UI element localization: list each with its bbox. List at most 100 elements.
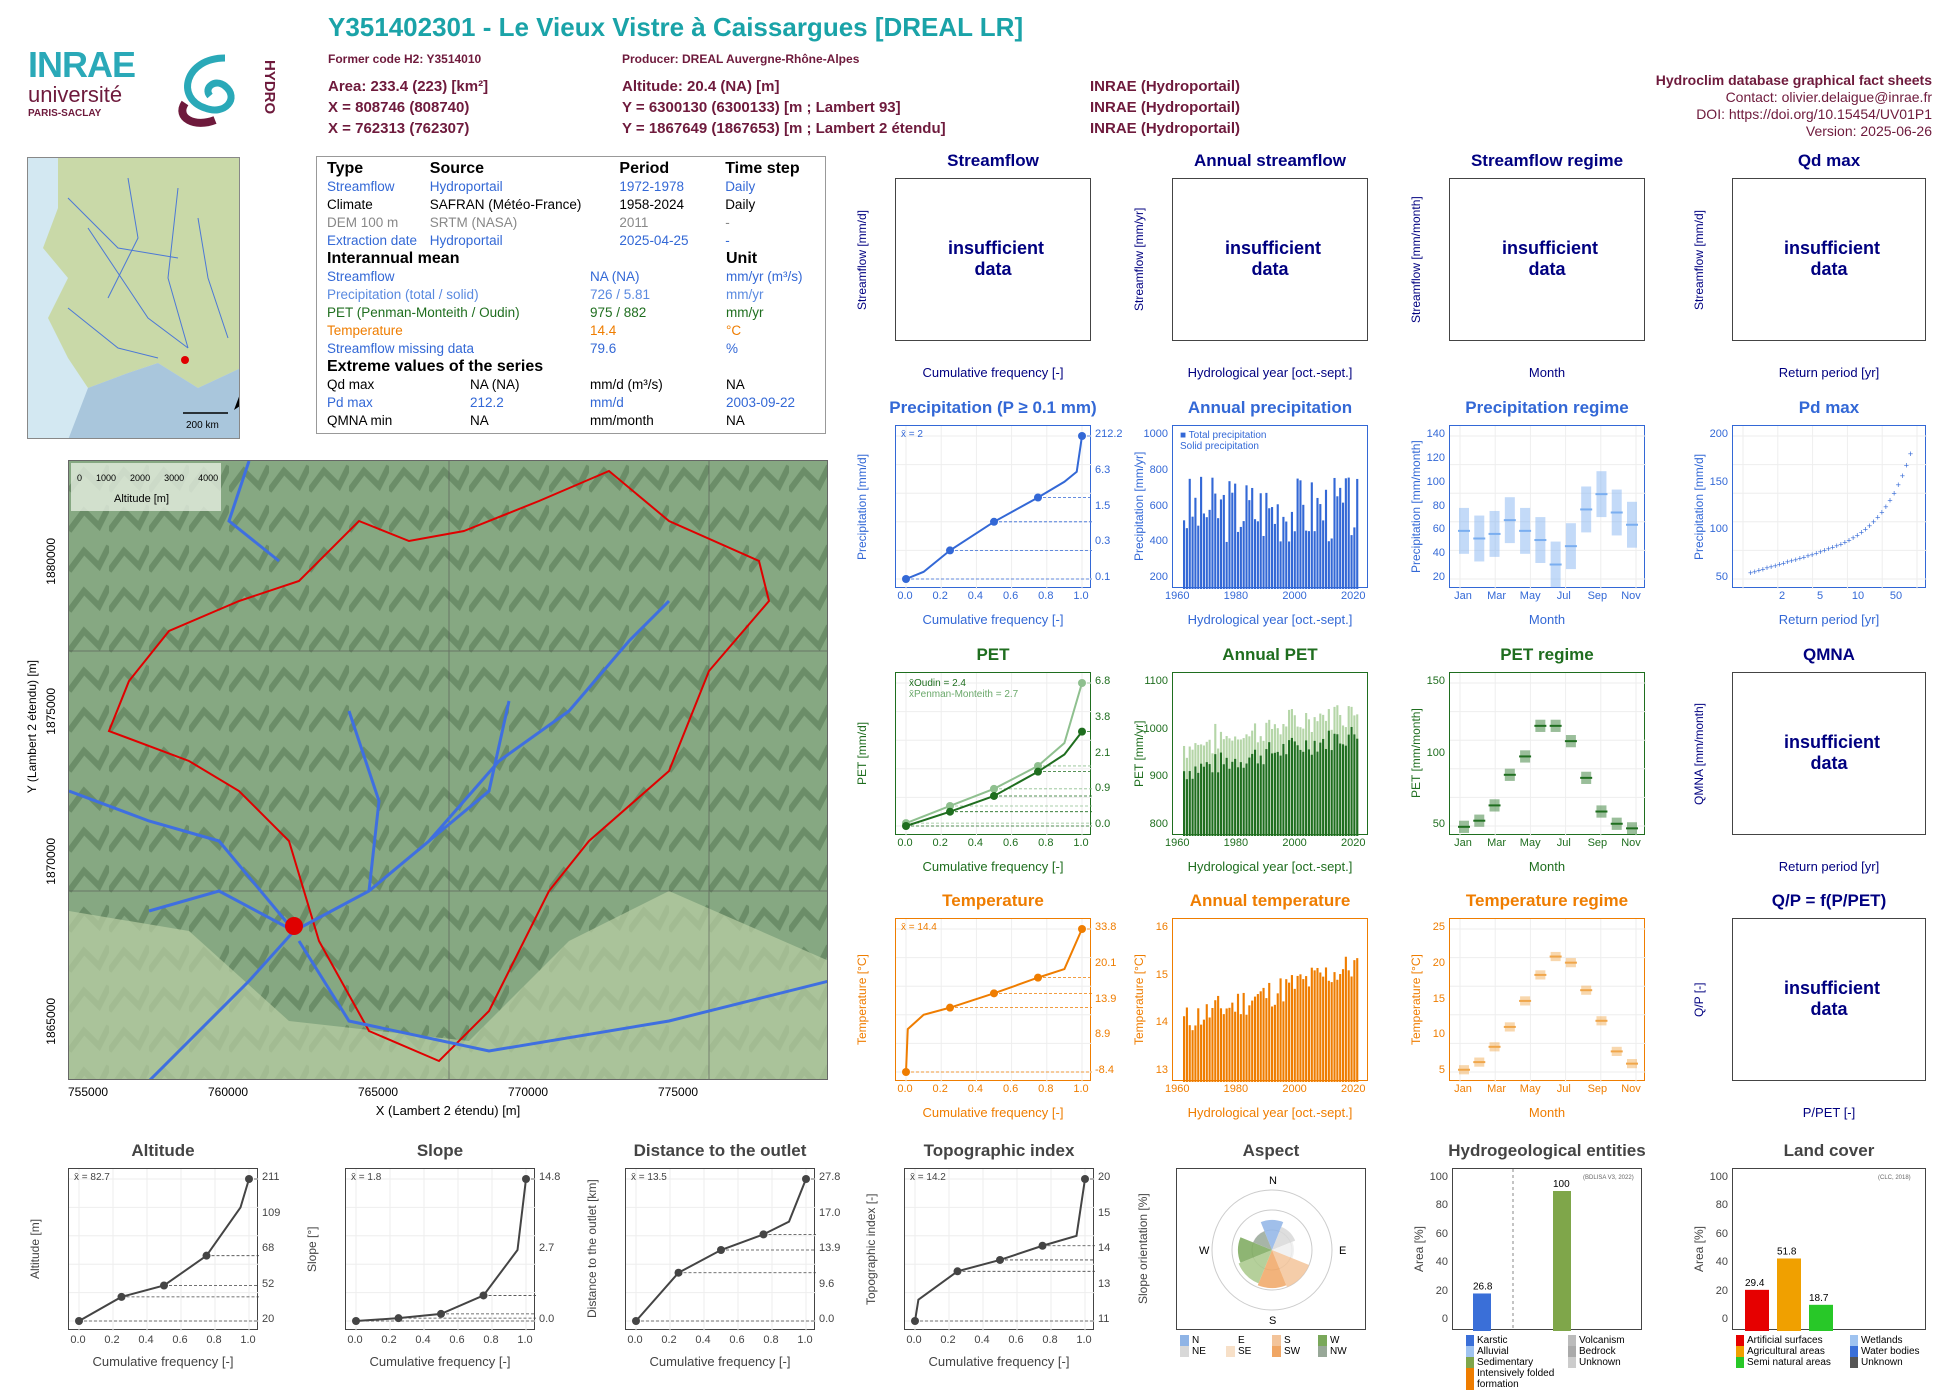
y-tick-label: 25 [1432,921,1445,933]
x-tick-label: 0.4 [974,1334,990,1346]
x-tick-label: 1.0 [797,1334,813,1346]
y-tick-label: 100 [1429,1171,1448,1183]
topo-ylabel: Topographic index [-] [864,1193,878,1305]
y-tick-label: 0.1 [1095,571,1111,583]
y-tick-label: 14 [1098,1242,1111,1254]
x-tick-label: 0.0 [347,1334,363,1346]
aspect-legend-item: SW [1272,1346,1312,1357]
svg-text:+: + [1896,480,1901,490]
y-tick-label: 8.9 [1095,1028,1111,1041]
landcover-legend-item: Artificial surfaces [1736,1335,1850,1346]
aspect-legend-item: NE [1180,1346,1220,1357]
slope-ylabel: Slope [°] [305,1226,319,1272]
info-row: Climate SAFRAN (Météo-France) 1958-2024 Dai… [327,197,756,212]
y-tick-label: 20 [1435,1284,1448,1297]
map-xticks: 755000 760000 765000 770000 775000 [68,1085,699,1099]
source-1: INRAE (Hydroportail) [1090,78,1240,95]
svg-text:+: + [1851,533,1856,543]
y-tick-label: 15 [1432,992,1445,1005]
x-tick-label: 1.0 [517,1334,533,1346]
annual_temp-ylabel: Temperature [°C] [1132,954,1146,1045]
annual_temp-plot [1172,918,1368,1082]
svg-text:+: + [1908,449,1913,459]
pd_max-plot: + + + + + + + + + + + + + + + + + + + + + + + + + + + + + + + + + + + + + + + + [1732,425,1927,589]
annual_temp-xlabel: Hydrological year [oct.-sept.] [1187,1105,1353,1120]
y-tick-label: 3.8 [1095,710,1111,723]
x-tick-label: May [1519,837,1541,849]
y-tick-label: 15 [1155,968,1168,981]
svg-text:+: + [1855,530,1860,540]
landcover-legend: Artificial surfaces Wetlands Agricultural … [1736,1335,1934,1368]
pd_max-xlabel: Return period [yr] [1778,612,1880,627]
y-tick-label: 1000 [1143,428,1168,440]
svg-text:+: + [1793,555,1798,565]
pet_regime-plot [1449,672,1646,836]
x-tick-label: Jan [1454,1083,1472,1095]
precip_regime-title: Precipitation regime [1465,398,1629,417]
annual_pet-ylabel: PET [mm/yr] [1132,720,1146,787]
svg-text:+: + [1764,563,1769,573]
x-tick-label: May [1519,590,1541,602]
source-3: INRAE (Hydroportail) [1090,120,1240,137]
info-table: Type Source Period Time step Streamflow Hydr… [316,156,826,434]
topo-xlabel: Cumulative frequency [-] [928,1354,1070,1369]
y-tick-label: 6.8 [1095,675,1111,687]
annual_streamflow-insufficient-msg: insufficient data [1225,237,1322,279]
y-tick-label: 20 [1098,1171,1111,1183]
slope-xlabel: Cumulative frequency [-] [369,1354,511,1369]
aspect-legend-item: E [1226,1335,1266,1346]
streamflow-insufficient-msg: insufficient data [948,237,1045,279]
svg-text:+: + [1892,488,1897,498]
hydrogeo-legend-item: Intensively folded formation [1466,1368,1568,1390]
y-tick-label: 27.8 [819,1171,841,1183]
svg-text:N: N [239,380,240,391]
x-tick-label: 1960 [1165,1083,1190,1095]
aspect-ylabel: Slope orientation [%] [1136,1193,1150,1305]
x-lambert2: X = 762313 (762307) [328,120,470,137]
x-tick-label: Jul [1556,590,1571,602]
svg-text:HYDRO: HYDRO [261,60,278,115]
svg-text:+: + [1867,521,1872,531]
annual-precip-legend: ■ Total precipitation Solid precipitation [1180,430,1267,452]
svg-text:+: + [1810,550,1815,560]
x-tick-label: Jul [1556,837,1571,849]
x-tick-label: 50 [1889,590,1903,602]
x-tick-label: 0.6 [1002,837,1019,849]
y-tick-label: 1100 [1144,675,1168,687]
x-tick-label: Mar [1487,1083,1507,1095]
qp-plot [1732,918,1926,1081]
temp-mean: x̄ = 14.4 [901,922,937,933]
topo-plot [904,1168,1095,1331]
svg-text:+: + [1879,508,1884,518]
y-tick-label: 140 [1426,428,1445,440]
x-tick-label: 2000 [1282,837,1307,849]
streamflow_regime-insufficient-msg: insufficient data [1502,237,1599,279]
precip-title: Precipitation (P ≥ 0.1 mm) [889,398,1097,417]
qp-insufficient-msg: insufficient data [1784,977,1881,1019]
svg-text:+: + [1769,562,1774,572]
y-tick-label: 33.8 [1095,921,1117,933]
y-tick-label: 212.2 [1095,428,1123,440]
source-2: INRAE (Hydroportail) [1090,99,1240,116]
y-tick-label: 109 [262,1206,281,1219]
svg-text:+: + [1814,548,1819,558]
info-extreme-header: Extreme values of the series [327,358,544,375]
x-tick-label: 0.8 [763,1334,779,1346]
streamflow_regime-ylabel: Streamflow [mm/month] [1409,196,1423,323]
svg-text:+: + [1785,557,1790,567]
x-tick-label: Nov [1621,837,1641,849]
svg-text:+: + [1773,561,1778,571]
pd_max-title: Pd max [1798,398,1860,417]
outlet-marker [285,917,303,935]
x-tick-label: 2 [1778,590,1786,602]
landcover-legend-item: Agricultural areas [1736,1346,1850,1357]
annual_streamflow-plot [1172,178,1368,341]
y-tick-label: 10 [1432,1028,1445,1041]
svg-text:W: W [1199,1245,1210,1257]
y-tick-label: 60 [1432,523,1445,536]
pet-ylabel: PET [mm/d] [855,721,869,786]
y-tick-label: 14 [1155,1016,1168,1029]
svg-text:+: + [1777,560,1782,570]
map-xlabel: X (Lambert 2 étendu) [m] [375,1103,521,1118]
hydrogeo-title: Hydrogeological entities [1448,1141,1646,1160]
